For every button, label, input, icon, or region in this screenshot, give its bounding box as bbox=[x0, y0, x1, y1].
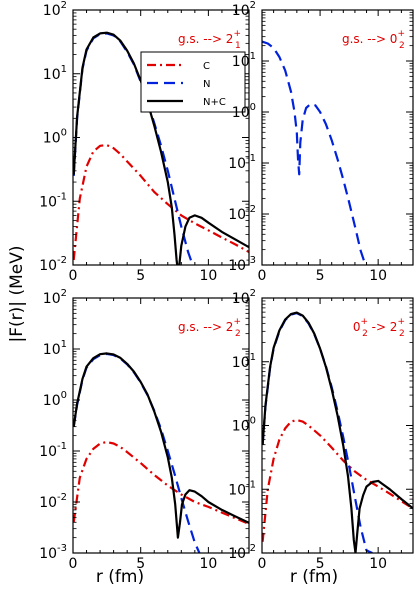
legend-label-N: N bbox=[203, 79, 210, 90]
x-tick-label: 5 bbox=[316, 556, 325, 572]
plot-frame bbox=[72, 9, 250, 266]
y-tick-label: 102 bbox=[232, 288, 256, 307]
y-tick-label: 102 bbox=[43, 288, 67, 307]
x-tick-label: 10 bbox=[199, 556, 217, 572]
plot-frame bbox=[72, 297, 250, 554]
y-axis-label: |F(r)| (MeV) bbox=[7, 246, 27, 343]
series-N-line bbox=[262, 40, 367, 265]
y-tick-label: 101 bbox=[43, 339, 67, 358]
legend: CN N+C bbox=[140, 51, 246, 113]
series-C-line bbox=[73, 440, 249, 526]
y-tick-label: 10-3 bbox=[228, 255, 256, 274]
x-tick-label: 5 bbox=[136, 268, 145, 284]
x-tick-label: 0 bbox=[258, 556, 267, 572]
plot-frame bbox=[261, 9, 414, 266]
panel-annotation: 0+ 2 -> 2+ 2 bbox=[353, 317, 405, 339]
plot-frame bbox=[261, 297, 414, 554]
y-tick-label: 10-2 bbox=[228, 204, 256, 223]
series-NplusC-line bbox=[262, 311, 413, 553]
panel-annotation: g.s. --> 2+ 2 bbox=[178, 317, 241, 339]
panel-top-right: 0 5 10 10-3 10-2 10-1 100 101 102 g.s. --> 0+ 2 bbox=[228, 0, 414, 284]
legend-label-C: C bbox=[203, 61, 210, 72]
y-tick-label: 101 bbox=[43, 64, 67, 83]
x-tick-label: 0 bbox=[69, 556, 78, 572]
y-tick-label: 10-2 bbox=[39, 492, 67, 511]
series-N-line bbox=[73, 352, 201, 553]
y-tick-label: 10-1 bbox=[39, 191, 67, 210]
y-tick-label: 10-1 bbox=[39, 441, 67, 460]
x-axis-label-right: r (fm) bbox=[290, 567, 338, 587]
y-tick-label: 100 bbox=[43, 390, 67, 409]
series-NplusC-line bbox=[73, 31, 249, 265]
series-C-line bbox=[73, 144, 249, 261]
x-tick-label: 10 bbox=[199, 268, 217, 284]
panel-bottom-right: 0 5 10 10-2 10-1 100 101 102 0+ 2 -> 2+ 2 bbox=[228, 288, 414, 572]
panel-top-left: 0 5 10 10-2 10-1 100 101 102 g.s. --> 2+ 1 CN N+C bbox=[39, 0, 250, 284]
y-tick-label: 10-2 bbox=[228, 543, 256, 562]
y-tick-label: 10-1 bbox=[228, 153, 256, 172]
x-tick-label: 10 bbox=[369, 268, 387, 284]
panel-annotation: g.s. --> 0+ 2 bbox=[342, 29, 405, 51]
y-tick-label: 10-2 bbox=[39, 255, 67, 274]
x-axis-label-left: r (fm) bbox=[96, 567, 144, 587]
x-tick-label: 10 bbox=[369, 556, 387, 572]
x-tick-label: 5 bbox=[316, 268, 325, 284]
panel-annotation: g.s. --> 2+ 1 bbox=[178, 29, 241, 51]
y-tick-label: 10-1 bbox=[228, 479, 256, 498]
x-tick-label: 5 bbox=[136, 556, 145, 572]
y-tick-label: 101 bbox=[232, 352, 256, 371]
x-tick-label: 0 bbox=[258, 268, 267, 284]
series-C-line bbox=[262, 418, 413, 542]
y-tick-label: 100 bbox=[232, 416, 256, 435]
y-tick-label: 102 bbox=[43, 0, 67, 19]
y-tick-label: 101 bbox=[232, 51, 256, 70]
y-tick-label: 102 bbox=[232, 0, 256, 19]
y-tick-label: 100 bbox=[43, 128, 67, 147]
y-tick-label: 10-3 bbox=[39, 543, 67, 562]
legend-label-NplusC: N+C bbox=[203, 97, 226, 108]
x-tick-label: 0 bbox=[69, 268, 78, 284]
y-tick-label: 100 bbox=[232, 102, 256, 121]
panel-bottom-left: 0 5 10 10-3 10-2 10-1 100 101 102 g.s. --> 2+ 2 bbox=[39, 288, 250, 572]
series-NplusC-line bbox=[73, 352, 249, 539]
